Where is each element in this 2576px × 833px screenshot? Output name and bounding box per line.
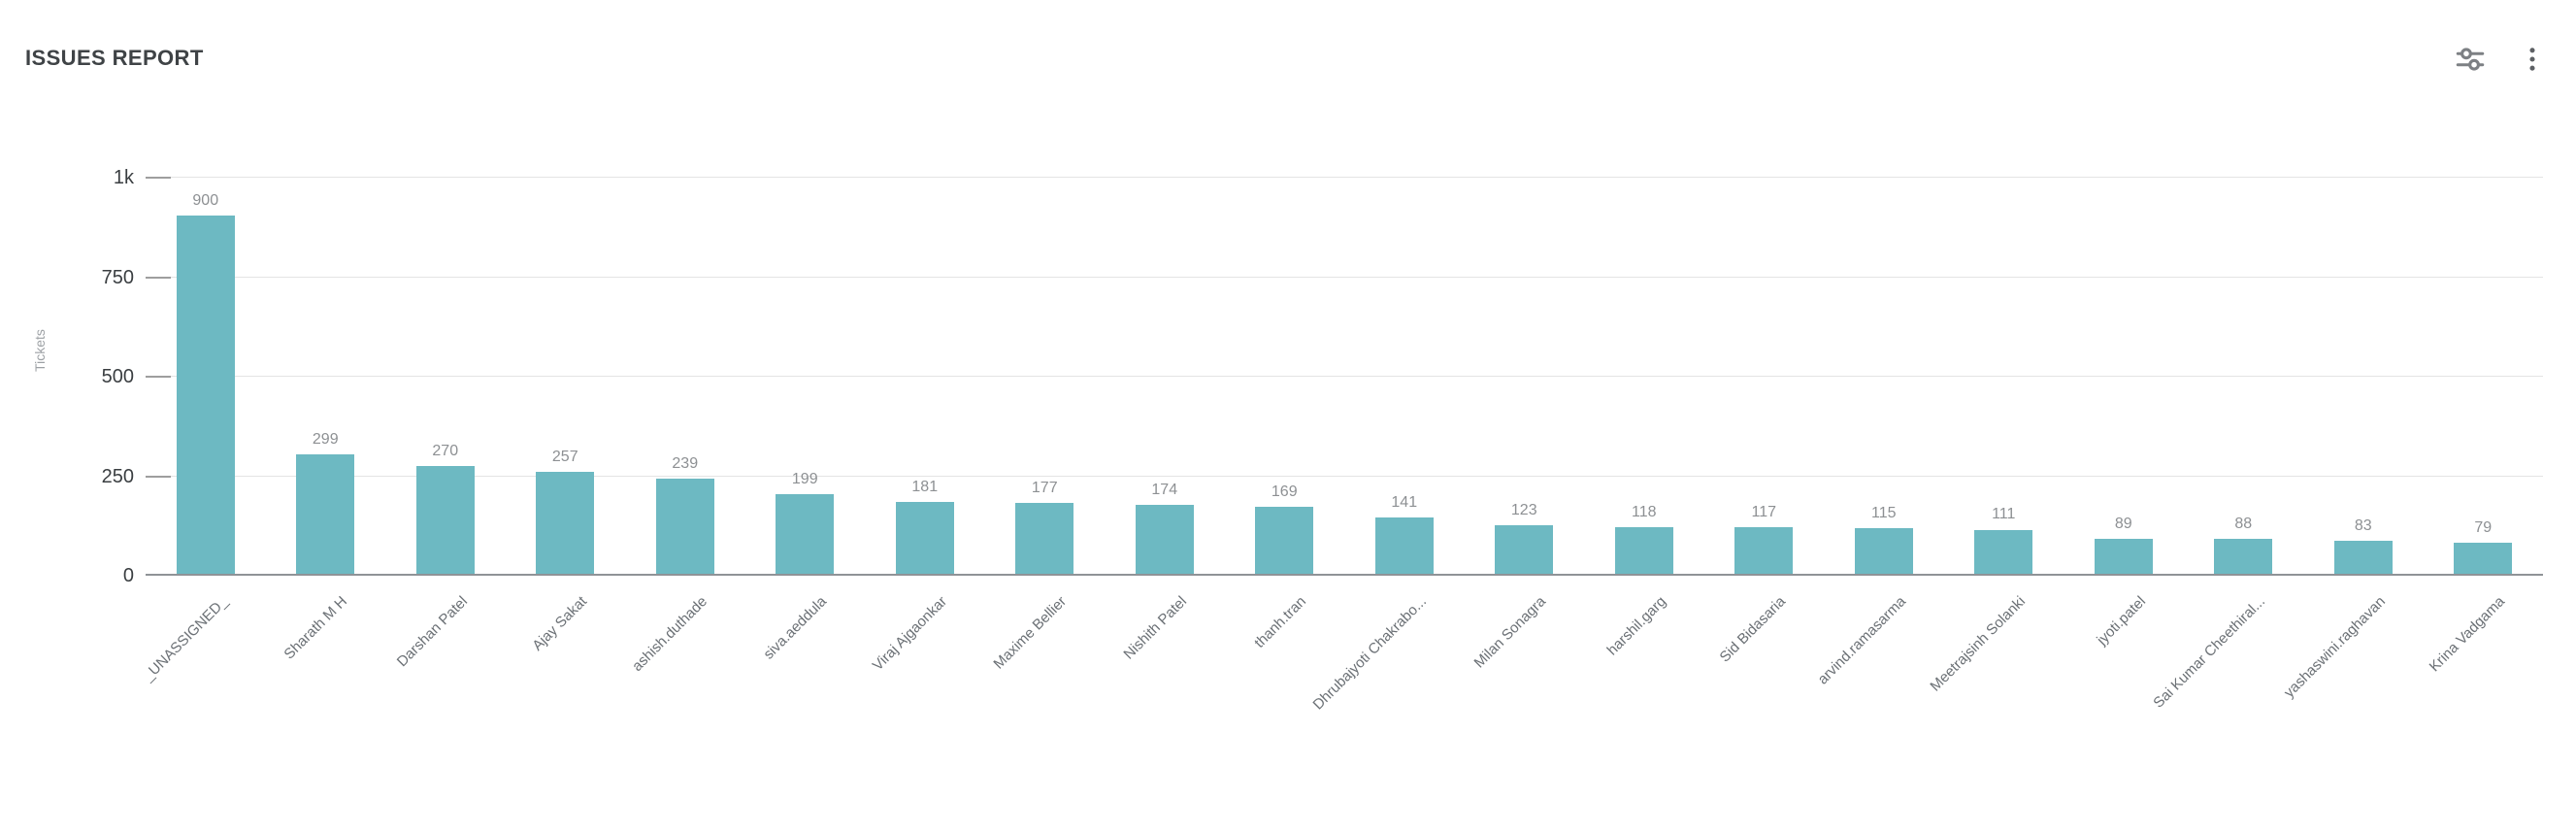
gridline [146, 276, 2543, 278]
bar-value-label: 123 [1510, 501, 1537, 518]
x-axis-category-label: Meetrajsinh Solanki [1927, 593, 2030, 695]
bar-value-label: 270 [432, 443, 459, 460]
bar-value-label: 177 [1031, 480, 1058, 497]
plot-area: 900 _UNASSIGNED_ 299 Sharath M H 270 Darshan … [140, 177, 2543, 713]
bar-value-label: 88 [2234, 515, 2253, 532]
bar-value-label: 257 [551, 448, 578, 465]
x-axis-category-label: ashish.duthade [628, 593, 710, 675]
y-axis-tick-label: 750 [101, 266, 134, 288]
x-axis-category-label: Milan Sonagra [1470, 593, 1550, 672]
x-axis-category-label: _UNASSIGNED_ [139, 593, 231, 684]
x-axis-category-label: jyoti.patel [2093, 593, 2149, 649]
bar-value-label: 79 [2474, 518, 2493, 536]
bar[interactable] [776, 494, 835, 574]
bar[interactable] [2214, 538, 2273, 574]
bar-value-label: 299 [312, 431, 339, 449]
x-axis-category-label: Ajay Sakat [529, 593, 591, 654]
bar[interactable] [1255, 506, 1314, 574]
bar[interactable] [415, 466, 475, 574]
bar-value-label: 83 [2354, 516, 2372, 534]
y-axis-tick-mark [146, 376, 171, 378]
bar-value-label: 115 [1870, 504, 1897, 521]
bar-value-label: 239 [672, 455, 699, 472]
bar[interactable] [1614, 526, 1673, 574]
header-actions [2452, 43, 2551, 80]
bar[interactable] [2094, 538, 2153, 574]
bar[interactable] [895, 501, 954, 574]
bar-value-label: 89 [2114, 515, 2132, 532]
bar-value-label: 199 [791, 471, 818, 488]
page-title: ISSUES REPORT [25, 46, 204, 70]
sliders-icon [2453, 42, 2488, 82]
x-axis-category-label: Viraj Ajgaonkar [869, 593, 950, 675]
bar[interactable] [296, 454, 355, 574]
y-axis-tick-mark [146, 276, 171, 279]
gridline [146, 475, 2543, 477]
bar[interactable] [1854, 527, 1913, 574]
bar[interactable] [2454, 542, 2513, 574]
y-axis: 1k 750 500 250 0 [0, 167, 134, 586]
y-axis-tick-label: 500 [101, 366, 134, 387]
x-axis-category-label: Maxime Bellier [990, 593, 1071, 673]
bar[interactable] [1495, 524, 1554, 574]
bar-value-label: 118 [1631, 503, 1657, 520]
bar-value-label: 141 [1391, 494, 1418, 512]
y-axis-tick-label: 0 [122, 565, 134, 586]
bar[interactable] [2333, 540, 2393, 574]
more-options-button[interactable] [2514, 43, 2551, 80]
kebab-menu-icon [2516, 43, 2549, 81]
bar-value-label: 900 [192, 192, 219, 209]
bar[interactable] [1135, 504, 1194, 574]
bar-value-label: 169 [1271, 483, 1298, 500]
y-axis-tick-label: 250 [101, 465, 134, 487]
filter-sliders-button[interactable] [2452, 43, 2489, 80]
x-axis-category-label: siva.aeddula [760, 593, 831, 663]
bar[interactable] [655, 479, 714, 574]
y-axis-tick-mark [146, 475, 171, 478]
bar[interactable] [176, 216, 235, 574]
bar-value-label: 174 [1151, 481, 1178, 498]
gridline [146, 177, 2543, 178]
bar[interactable] [1374, 517, 1434, 574]
x-axis-category-label: Krina Vadgama [2426, 593, 2509, 676]
bar[interactable] [1015, 503, 1074, 574]
bar-value-label: 111 [1992, 506, 2016, 523]
bar[interactable] [1974, 529, 2033, 574]
bar[interactable] [536, 471, 595, 574]
widget-header: ISSUES REPORT [0, 0, 2576, 97]
bar-value-label: 117 [1751, 504, 1776, 521]
x-axis-category-label: arvind.ramasarma [1814, 593, 1909, 688]
x-axis-category-label: Sai Kumar Cheethiral... [2150, 593, 2269, 712]
x-axis-category-label: Dhrubajyoti Chakrabo... [1309, 593, 1430, 714]
x-axis-category-label: Sid Bidasaria [1716, 593, 1790, 666]
y-axis-tick-mark [146, 177, 171, 179]
bar-value-label: 181 [911, 478, 939, 495]
bar-chart: Tickets 1k 750 500 250 0 900 _UNASSIGNED_ 299 S… [0, 167, 2576, 818]
x-axis-category-label: Darshan Patel [393, 593, 471, 671]
y-axis-tick-label: 1k [113, 167, 134, 188]
x-axis-category-label: Nishith Patel [1120, 593, 1190, 663]
x-axis-category-label: harshil.garg [1603, 593, 1669, 659]
x-axis-category-label: thanh.tran [1251, 593, 1310, 651]
gridline [146, 376, 2543, 377]
x-axis-category-label: yashaswini.raghavan [2280, 593, 2389, 702]
x-axis-category-label: Sharath M H [281, 593, 351, 663]
bar[interactable] [1734, 527, 1794, 574]
